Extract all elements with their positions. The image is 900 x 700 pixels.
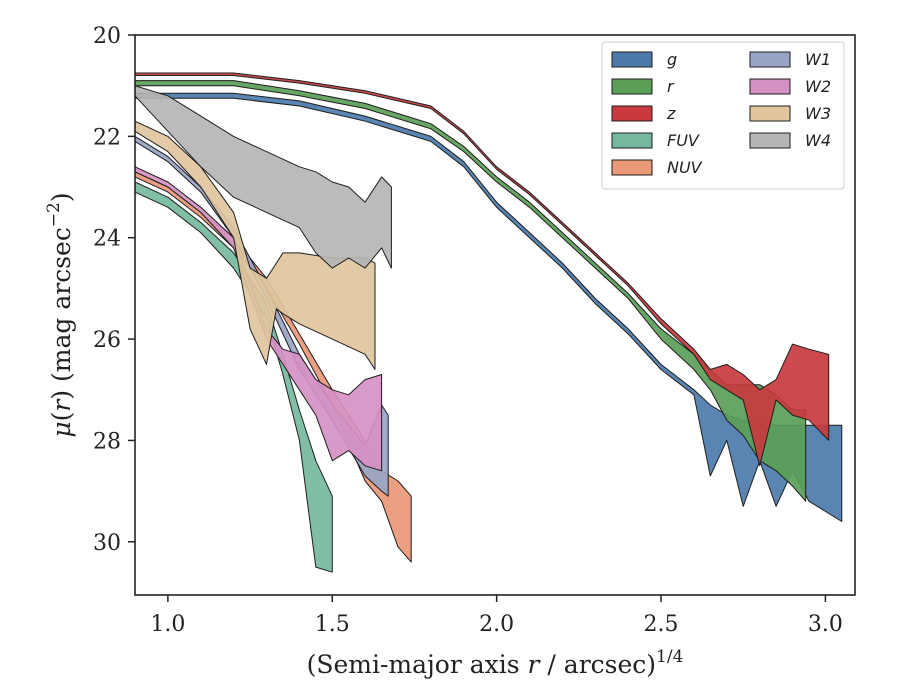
y-tick-label: 20 xyxy=(93,24,121,49)
band-w4 xyxy=(135,85,392,269)
legend-label-nuv: NUV xyxy=(667,158,703,177)
legend-label-w2: W2 xyxy=(805,77,831,96)
plot-frame xyxy=(134,34,856,596)
band-fuv xyxy=(135,181,333,573)
band-z xyxy=(135,72,830,467)
x-axis-label: (Semi-major axis r / arcsec)1/4 xyxy=(307,647,684,679)
x-tick-label: 2.0 xyxy=(479,612,514,637)
legend-label-z: z xyxy=(666,104,676,123)
legend-label-w1: W1 xyxy=(805,50,831,69)
x-tick-label: 1.5 xyxy=(315,612,350,637)
legend-swatch-w2 xyxy=(749,78,791,95)
legend-label-fuv: FUV xyxy=(667,131,700,150)
y-tick-label: 26 xyxy=(93,328,121,353)
x-tick-label: 3.0 xyxy=(808,612,843,637)
y-tick-label: 22 xyxy=(93,125,121,150)
band-r xyxy=(135,80,807,502)
legend-label-g: g xyxy=(667,50,677,69)
legend-swatch-g xyxy=(611,51,653,68)
band-g xyxy=(135,92,843,522)
y-tick-label: 30 xyxy=(93,531,121,556)
legend-swatch-fuv xyxy=(611,132,653,149)
y-tick-label: 28 xyxy=(93,429,121,454)
x-tick-label: 2.5 xyxy=(644,612,679,637)
band-w3 xyxy=(135,120,376,370)
band-nuv xyxy=(135,171,412,563)
legend-swatch-w4 xyxy=(749,132,791,149)
profile-bands xyxy=(135,72,843,573)
legend: grz FUV NUV W1 W2 W3 W4 xyxy=(601,41,845,190)
legend-swatch-z xyxy=(611,105,653,122)
legend-swatch-r xyxy=(611,78,653,95)
legend-swatch-nuv xyxy=(611,159,653,176)
legend-label-r: r xyxy=(667,77,675,96)
legend-swatch-w1 xyxy=(749,51,791,68)
axes: 1.0 1.5 2.0 2.5 3.0 20 22 24 26 28 30 xyxy=(93,24,843,637)
legend-swatch-w3 xyxy=(749,105,791,122)
y-axis-label: μ(r) (mag arcsec−2) xyxy=(44,192,76,437)
legend-label-w4: W4 xyxy=(805,131,831,150)
legend-label-w3: W3 xyxy=(805,104,831,123)
y-tick-label: 24 xyxy=(93,227,121,252)
x-tick-label: 1.0 xyxy=(150,612,185,637)
